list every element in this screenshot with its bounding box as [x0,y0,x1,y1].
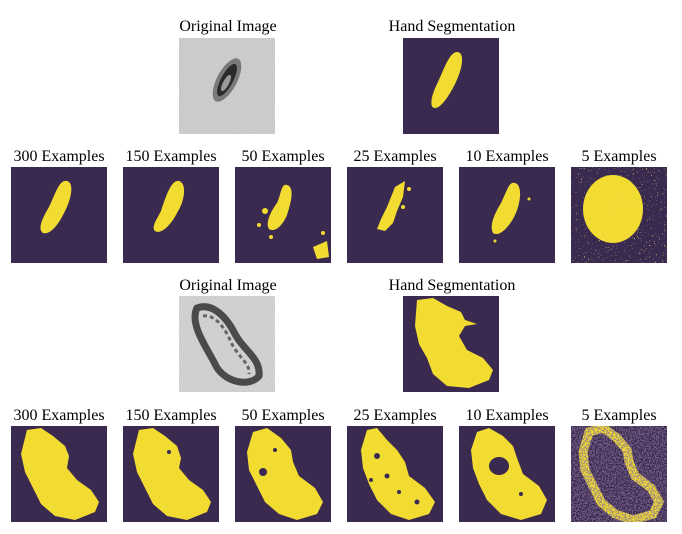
segmentation-50-examples-2 [235,426,331,522]
hand-segmentation-1 [403,38,499,134]
title-150-examples-2: 150 Examples [125,407,217,424]
title-10-examples-1: 10 Examples [465,148,549,165]
segmentation-5-examples-2 [571,426,667,522]
segmentation-5-examples-1 [571,167,667,263]
title-50-examples-2: 50 Examples [241,407,325,424]
title-5-examples-1: 5 Examples [581,148,657,165]
segmentation-25-examples-1 [347,167,443,263]
title-10-examples-2: 10 Examples [465,407,549,424]
title-50-examples-1: 50 Examples [241,148,325,165]
title-original-image-2: Original Image [179,277,277,294]
segmentation-150-examples-1 [123,167,219,263]
title-300-examples-1: 300 Examples [13,148,105,165]
segmentation-10-examples-1 [459,167,555,263]
segmentation-10-examples-2 [459,426,555,522]
segmentation-300-examples-2 [11,426,107,522]
title-original-image-1: Original Image [179,18,277,35]
title-5-examples-2: 5 Examples [581,407,657,424]
title-300-examples-2: 300 Examples [13,407,105,424]
title-hand-segmentation-2: Hand Segmentation [388,277,516,294]
original-image-2 [179,296,275,392]
segmentation-300-examples-1 [11,167,107,263]
segmentation-150-examples-2 [123,426,219,522]
segmentation-25-examples-2 [347,426,443,522]
title-25-examples-2: 25 Examples [353,407,437,424]
hand-segmentation-2 [403,296,499,392]
title-25-examples-1: 25 Examples [353,148,437,165]
original-image-1 [179,38,275,134]
title-150-examples-1: 150 Examples [125,148,217,165]
title-hand-segmentation-1: Hand Segmentation [388,18,516,35]
segmentation-50-examples-1 [235,167,331,263]
